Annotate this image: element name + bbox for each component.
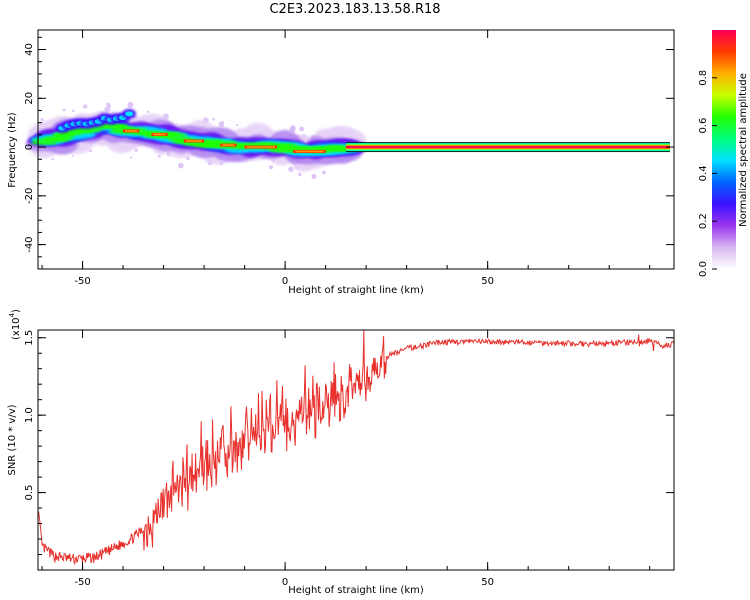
spectrogram-dot	[51, 158, 54, 161]
spectrogram-x-tick-label: -50	[74, 276, 90, 287]
spectrogram-frame	[37, 29, 675, 270]
snr-x-tick-label: 0	[282, 577, 288, 588]
colorbar-ticks: 0.0 0.2 0.4 0.6 0.8	[698, 70, 717, 277]
spectrogram-dot	[311, 173, 317, 179]
spectrogram-blob	[162, 133, 187, 138]
colorbar-tick-label: 0.2	[698, 213, 709, 229]
spectrogram-ridge	[222, 144, 235, 146]
snr-x-tick-label: -50	[74, 577, 90, 588]
snr-multiplier-exp: 4	[8, 312, 16, 317]
spectrogram-dot	[177, 162, 184, 169]
spectrogram-y-tick-label: 20	[24, 92, 35, 105]
spectrogram-dot	[322, 170, 326, 175]
colorbar-tick-label: 0.6	[698, 118, 709, 134]
snr-x-axis-label: Height of straight line (km)	[288, 585, 424, 596]
snr-y-tick-label: 1.5	[24, 330, 35, 346]
spectrogram-marks	[25, 101, 670, 179]
spectrogram-dot	[104, 106, 111, 113]
spectrogram-dot	[289, 126, 296, 133]
colorbar-gradient	[712, 30, 736, 269]
spectrogram-x-tick-label: 0	[282, 276, 288, 287]
spectrogram-ridge	[153, 133, 166, 136]
spectrogram-dot	[108, 104, 112, 108]
spectrogram-blob	[125, 111, 134, 117]
spectrogram-axes: -50 0 50 -40 -20 0 20 40	[24, 30, 674, 287]
spectrogram-y-axis-label: Frequency (Hz)	[7, 112, 18, 188]
spectrogram-dot	[72, 109, 75, 113]
spectrogram-dot	[146, 110, 150, 114]
spectrogram-ridge	[125, 130, 138, 132]
snr-marks	[38, 330, 674, 566]
colorbar: 0.0 0.2 0.4 0.6 0.8 Normalized spectral ampl…	[698, 30, 749, 277]
spectrogram-ridge	[246, 146, 276, 148]
spectrogram-dot	[288, 166, 294, 172]
spectrogram-ridge	[185, 140, 203, 142]
spectrogram-dot	[88, 149, 92, 153]
spectrogram-blob	[209, 140, 239, 145]
spectrogram-blob	[30, 141, 58, 145]
spectrogram-dot	[71, 154, 74, 157]
snr-series-line	[38, 330, 674, 566]
snr-y-axis-label: SNR (10 * v/v)	[7, 404, 18, 475]
snr-y-tick-label: 0.5	[24, 485, 35, 501]
snr-axes: -50 0 50 0.5 1.0 1.5	[24, 330, 674, 588]
spectrogram-y-tick-label: -20	[24, 188, 35, 204]
snr-panel: -50 0 50 0.5 1.0 1.5 Height of straight line …	[7, 309, 675, 596]
spectrogram-dot	[218, 121, 225, 128]
spectrogram-dot	[83, 104, 88, 109]
spectrogram-y-tick-label: -40	[24, 236, 35, 252]
spectrogram-dot	[236, 123, 239, 127]
colorbar-label: Normalized spectral amplitude	[738, 73, 749, 227]
spectrogram-y-tick-label: 0	[24, 144, 35, 150]
colorbar-tick-label: 0.4	[698, 165, 709, 181]
snr-y-tick-label: 1.0	[24, 407, 35, 423]
spectrogram-dot	[268, 165, 274, 170]
snr-multiplier-close: )	[11, 309, 22, 313]
snr-x-tick-label: 50	[481, 577, 494, 588]
spectrogram-y-tick-label: 40	[24, 43, 35, 56]
spectrogram-x-axis-label: Height of straight line (km)	[288, 285, 424, 296]
spectrogram-dot	[40, 118, 44, 122]
spectrogram-band	[345, 146, 670, 148]
figure-title: C2E3.2023.183.13.58.R18	[269, 2, 441, 17]
spectrogram-dot	[299, 126, 305, 132]
colorbar-tick-label: 0.0	[698, 261, 709, 277]
snr-multiplier-base: (x10	[11, 317, 22, 340]
spectrogram-dot	[130, 156, 133, 159]
spectrogram-x-tick-label: 50	[481, 276, 494, 287]
spectrogram-dot	[127, 101, 134, 108]
spectrogram-dot	[157, 154, 161, 158]
snr-frame	[37, 329, 675, 571]
svg-text:(x104): (x104)	[8, 309, 22, 340]
spectrogram-dot	[212, 118, 216, 121]
spectrogram-dot	[298, 172, 302, 177]
colorbar-tick-label: 0.8	[698, 70, 709, 86]
spectrogram-dot	[134, 148, 138, 152]
spectrogram-ridge	[295, 150, 324, 153]
spectrogram-panel: -50 0 50 -40 -20 0 20 40 Height of straight lin…	[7, 29, 675, 296]
snr-multiplier: (x104)	[8, 309, 22, 340]
spectrogram-dot	[62, 108, 66, 112]
